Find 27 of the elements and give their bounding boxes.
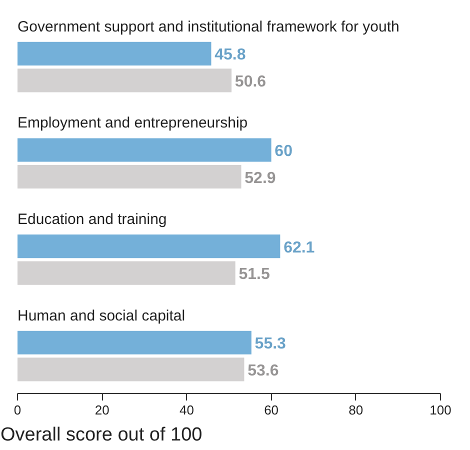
data-label: 52.9 [244, 170, 276, 187]
bar [18, 234, 280, 258]
bar [18, 330, 252, 354]
x-axis-title: Overall score out of 100 [0, 424, 202, 446]
x-tick-label: 40 [179, 402, 194, 418]
x-tick-label: 100 [430, 402, 452, 418]
bar [18, 261, 236, 285]
bar [18, 164, 242, 189]
data-label: 62.1 [284, 239, 315, 256]
bar [18, 42, 212, 66]
x-tick-label: 80 [348, 402, 364, 418]
data-label: 51.5 [238, 266, 270, 284]
data-label: 55.3 [254, 336, 286, 353]
x-tick-label: 20 [94, 402, 110, 418]
y-tick-label: Human and social capital [18, 307, 186, 324]
x-tick-label: 0 [14, 402, 22, 418]
data-label: 60 [274, 142, 293, 160]
y-tick-label: Government support and institutional framework for youth [18, 18, 400, 36]
data-label: 45.8 [214, 46, 246, 64]
data-label: 53.6 [248, 362, 279, 380]
bar [18, 138, 272, 162]
y-tick-label: Education and training [18, 211, 167, 228]
bar [18, 358, 244, 382]
data-label: 50.6 [234, 73, 266, 90]
x-tick-label: 60 [264, 402, 279, 418]
bar [18, 68, 232, 92]
y-tick-label: Employment and entrepreneurship [18, 114, 248, 132]
